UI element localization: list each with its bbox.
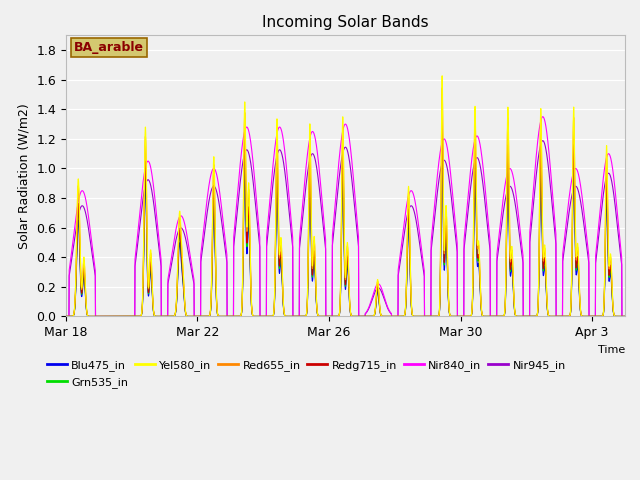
Red655_in	[522, 313, 530, 319]
Grn535_in	[323, 313, 330, 319]
Redg715_in	[522, 313, 530, 319]
Line: Nir945_in: Nir945_in	[66, 141, 625, 316]
Nir945_in	[539, 138, 547, 144]
Yel580_in	[543, 281, 550, 287]
Line: Nir840_in: Nir840_in	[66, 117, 625, 316]
Nir945_in	[266, 217, 273, 223]
Redg715_in	[301, 313, 308, 319]
Red655_in	[301, 313, 308, 319]
Redg715_in	[463, 313, 471, 319]
Line: Blu475_in: Blu475_in	[66, 148, 625, 316]
Blu475_in	[62, 313, 70, 319]
Yel580_in	[438, 73, 446, 79]
Line: Redg715_in: Redg715_in	[66, 119, 625, 316]
Yel580_in	[301, 313, 308, 319]
Yel580_in	[522, 313, 530, 319]
Grn535_in	[543, 288, 550, 294]
Blu475_in	[522, 313, 530, 319]
Legend: Blu475_in, Grn535_in, Yel580_in, Red655_in, Redg715_in, Nir840_in, Nir945_in: Blu475_in, Grn535_in, Yel580_in, Red655_…	[42, 356, 570, 392]
Y-axis label: Solar Radiation (W/m2): Solar Radiation (W/m2)	[17, 103, 31, 249]
Line: Grn535_in: Grn535_in	[66, 129, 625, 316]
Nir840_in	[323, 313, 330, 319]
Nir945_in	[323, 313, 330, 319]
Line: Yel580_in: Yel580_in	[66, 76, 625, 316]
Yel580_in	[323, 313, 330, 319]
Red655_in	[62, 313, 70, 319]
Grn535_in	[62, 313, 70, 319]
Nir840_in	[522, 313, 530, 319]
Nir840_in	[543, 127, 550, 132]
Nir945_in	[543, 149, 550, 155]
X-axis label: Time: Time	[598, 345, 625, 355]
Red655_in	[621, 313, 629, 319]
Yel580_in	[463, 313, 471, 319]
Red655_in	[463, 313, 471, 319]
Title: Incoming Solar Bands: Incoming Solar Bands	[262, 15, 429, 30]
Red655_in	[543, 282, 550, 288]
Nir840_in	[463, 204, 471, 210]
Red655_in	[266, 313, 273, 319]
Red655_in	[323, 313, 330, 319]
Grn535_in	[463, 313, 471, 319]
Blu475_in	[438, 145, 446, 151]
Nir840_in	[62, 313, 70, 319]
Blu475_in	[266, 313, 273, 319]
Nir945_in	[621, 313, 629, 319]
Text: BA_arable: BA_arable	[74, 41, 144, 54]
Nir945_in	[62, 313, 70, 319]
Nir840_in	[266, 204, 273, 210]
Yel580_in	[266, 313, 273, 319]
Nir840_in	[539, 114, 547, 120]
Line: Red655_in: Red655_in	[66, 88, 625, 316]
Nir840_in	[301, 176, 308, 182]
Nir840_in	[621, 313, 629, 319]
Blu475_in	[463, 313, 471, 319]
Yel580_in	[62, 313, 70, 319]
Blu475_in	[543, 290, 550, 296]
Redg715_in	[266, 313, 273, 319]
Grn535_in	[438, 126, 446, 132]
Blu475_in	[301, 313, 308, 319]
Redg715_in	[438, 116, 446, 122]
Nir945_in	[301, 193, 308, 199]
Grn535_in	[301, 313, 308, 319]
Blu475_in	[323, 313, 330, 319]
Blu475_in	[621, 313, 629, 319]
Grn535_in	[266, 313, 273, 319]
Redg715_in	[62, 313, 70, 319]
Redg715_in	[323, 313, 330, 319]
Nir945_in	[463, 217, 471, 223]
Redg715_in	[621, 313, 629, 319]
Nir945_in	[522, 313, 530, 319]
Grn535_in	[621, 313, 629, 319]
Red655_in	[438, 85, 446, 91]
Redg715_in	[543, 287, 550, 292]
Grn535_in	[522, 313, 530, 319]
Yel580_in	[621, 313, 629, 319]
